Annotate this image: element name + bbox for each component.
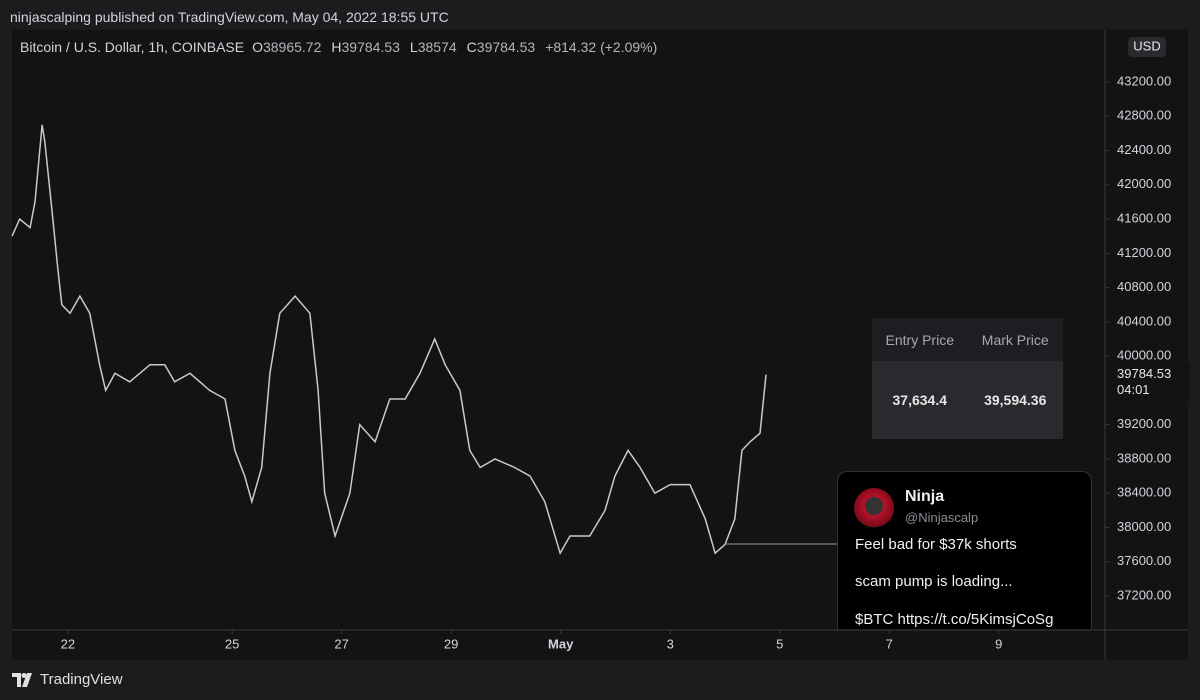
- x-tick-label: 29: [444, 636, 458, 651]
- currency-badge: [1128, 37, 1166, 57]
- ohlc-label: H: [331, 39, 341, 55]
- tweet-line: $BTC https://t.co/5KimsjCoSg: [855, 611, 1054, 628]
- avatar: [854, 488, 894, 528]
- change: +814.32 (+2.09%): [545, 39, 657, 55]
- panel-value: 37,634.4: [892, 392, 948, 408]
- brand: TradingView: [40, 671, 123, 688]
- tweet-line: scam pump is loading...: [855, 573, 1013, 590]
- y-tick-label: 42400.00: [1117, 142, 1171, 157]
- x-tick-label: 22: [61, 636, 75, 651]
- ohlc-label: C: [467, 39, 477, 55]
- brand-logo: [12, 672, 32, 687]
- y-tick-label: 41200.00: [1117, 245, 1171, 260]
- legend-text: Bitcoin / U.S. Dollar, 1h, COINBASE O3896…: [20, 39, 657, 55]
- y-tick-label: 38000.00: [1117, 519, 1171, 534]
- publish-info: ninjascalping published on TradingView.c…: [10, 9, 449, 25]
- panel-body: 37,634.4 39,594.36: [872, 361, 1063, 439]
- y-tick-label: 40800.00: [1117, 279, 1171, 294]
- currency: USD: [1133, 38, 1160, 53]
- position-panel: Entry Price Mark Price 37,634.4 39,594.3…: [872, 318, 1063, 439]
- x-tick-label: 27: [334, 636, 348, 651]
- y-tick-label: 37200.00: [1117, 587, 1171, 602]
- y-tick-label: 40400.00: [1117, 313, 1171, 328]
- ohlc-label: L: [410, 39, 418, 55]
- x-tick-label: 5: [776, 636, 783, 651]
- last-price-box: [1106, 364, 1190, 403]
- symbol: Bitcoin / U.S. Dollar, 1h, COINBASE: [20, 39, 244, 55]
- y-tick-label: 39200.00: [1117, 416, 1171, 431]
- ohlc-label: O: [252, 39, 263, 55]
- y-tick-label: 41600.00: [1117, 211, 1171, 226]
- ohlc-value: 38574: [418, 39, 457, 55]
- panel-header-cell: Entry Price: [885, 331, 954, 348]
- panel-header-cell: Mark Price: [981, 331, 1049, 348]
- y-tick-label: 37600.00: [1117, 553, 1171, 568]
- y-tick-label: 42000.00: [1117, 176, 1171, 191]
- legend: Bitcoin / U.S. Dollar, 1h, COINBASE O3896…: [20, 39, 657, 55]
- price-line: [11, 124, 767, 556]
- y-tick-label: 38400.00: [1117, 485, 1171, 500]
- x-tick-label: 9: [995, 636, 1002, 651]
- x-tick-label: 7: [886, 636, 893, 651]
- last-price-label: 39784.53: [1117, 366, 1171, 381]
- ohlc-value: 38965.72: [263, 39, 322, 55]
- y-tick-label: 40000.00: [1117, 348, 1171, 363]
- ohlc-value: 39784.53: [342, 39, 401, 55]
- ohlc-value: 39784.53: [477, 39, 536, 55]
- panel-header: Entry Price Mark Price: [872, 318, 1063, 361]
- footer: TradingView: [12, 671, 123, 688]
- tweet-card: Ninja @Ninjascalp Feel bad for $37k shor…: [837, 471, 1092, 629]
- y-tick-label: 42800.00: [1117, 108, 1171, 123]
- tweet-line: Feel bad for $37k shorts: [855, 536, 1017, 553]
- y-tick-label: 43200.00: [1117, 73, 1171, 88]
- x-tick-label: May: [548, 636, 574, 651]
- countdown: 04:01: [1117, 382, 1150, 397]
- x-tick-label: 25: [225, 636, 239, 651]
- tweet-handle: @Ninjascalp: [905, 510, 979, 525]
- tweet-name: Ninja: [905, 488, 945, 505]
- panel-value: 39,594.36: [984, 392, 1047, 408]
- y-tick-label: 38800.00: [1117, 450, 1171, 465]
- x-tick-label: 3: [667, 636, 674, 651]
